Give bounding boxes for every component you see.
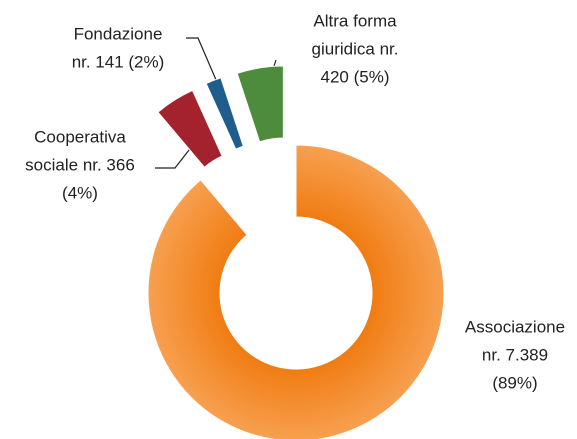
donut-slice <box>205 77 244 150</box>
data-label: Cooperativa <box>34 127 126 146</box>
data-label: giuridica nr. <box>312 39 399 58</box>
data-label: Fondazione <box>74 24 163 43</box>
data-label: Associazione <box>465 317 565 336</box>
donut-slice <box>147 144 445 439</box>
data-label: (89%) <box>492 373 537 392</box>
data-label: sociale nr. 366 <box>25 155 135 174</box>
data-label: (4%) <box>62 183 98 202</box>
data-label: nr. 7.389 <box>482 345 548 364</box>
data-label: Altra forma <box>313 11 397 30</box>
data-label: 420 (5%) <box>321 67 390 86</box>
donut-slice <box>236 65 284 143</box>
data-label: nr. 141 (2%) <box>72 52 165 71</box>
donut-slice <box>157 89 223 168</box>
